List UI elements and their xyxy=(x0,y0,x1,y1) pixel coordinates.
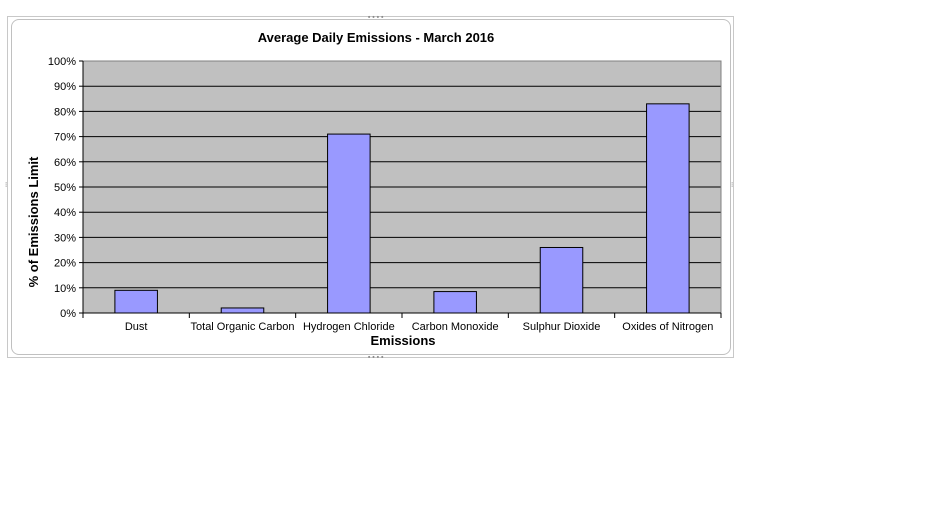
y-tick-label: 30% xyxy=(54,232,76,244)
y-tick-label: 90% xyxy=(54,81,76,93)
x-axis-ticks: Dust Total Organic Carbon Hydrogen Chlorid… xyxy=(82,61,722,333)
x-tick-label: Carbon Monoxide xyxy=(412,321,499,333)
y-tick-label: 50% xyxy=(54,182,76,194)
x-tick-label: Oxides of Nitrogen xyxy=(622,321,713,333)
bar-total-organic-carbon xyxy=(220,307,265,314)
bar-sulphur-dioxide xyxy=(539,246,584,314)
resize-handle-top[interactable]: ∙∙∙∙ xyxy=(367,13,385,21)
y-tick-label: 10% xyxy=(54,283,76,295)
y-tick-label: 40% xyxy=(54,207,76,219)
y-tick-label: 60% xyxy=(54,157,76,169)
y-tick-label: 70% xyxy=(54,132,76,144)
x-tick-label: Hydrogen Chloride xyxy=(303,321,395,333)
chart-title: Average Daily Emissions - March 2016 xyxy=(258,30,495,45)
bars xyxy=(114,103,690,314)
y-axis-ticks: 0% 10% 20% 30% 40% 50% 60% 70% 80% 90% 100% xyxy=(48,56,83,320)
bar-carbon-monoxide xyxy=(433,291,477,314)
x-axis-label: Emissions xyxy=(370,333,435,348)
y-tick-label: 100% xyxy=(48,56,76,68)
y-tick-label: 0% xyxy=(60,308,76,320)
resize-handle-bottom[interactable]: ∙∙∙∙ xyxy=(367,353,385,361)
resize-handle-left[interactable]: ⁞ xyxy=(5,181,8,189)
y-axis-label: % of Emissions Limit xyxy=(26,156,41,287)
bar-oxides-of-nitrogen xyxy=(646,103,690,314)
resize-handle-right[interactable]: ⁞ xyxy=(731,181,734,189)
x-tick-label: Total Organic Carbon xyxy=(191,321,295,333)
y-tick-label: 80% xyxy=(54,106,76,118)
bar-dust xyxy=(114,289,158,314)
x-tick-label: Sulphur Dioxide xyxy=(523,321,601,333)
x-tick-label: Dust xyxy=(125,321,148,333)
y-tick-label: 20% xyxy=(54,258,76,270)
bar-hydrogen-chloride xyxy=(327,133,371,314)
